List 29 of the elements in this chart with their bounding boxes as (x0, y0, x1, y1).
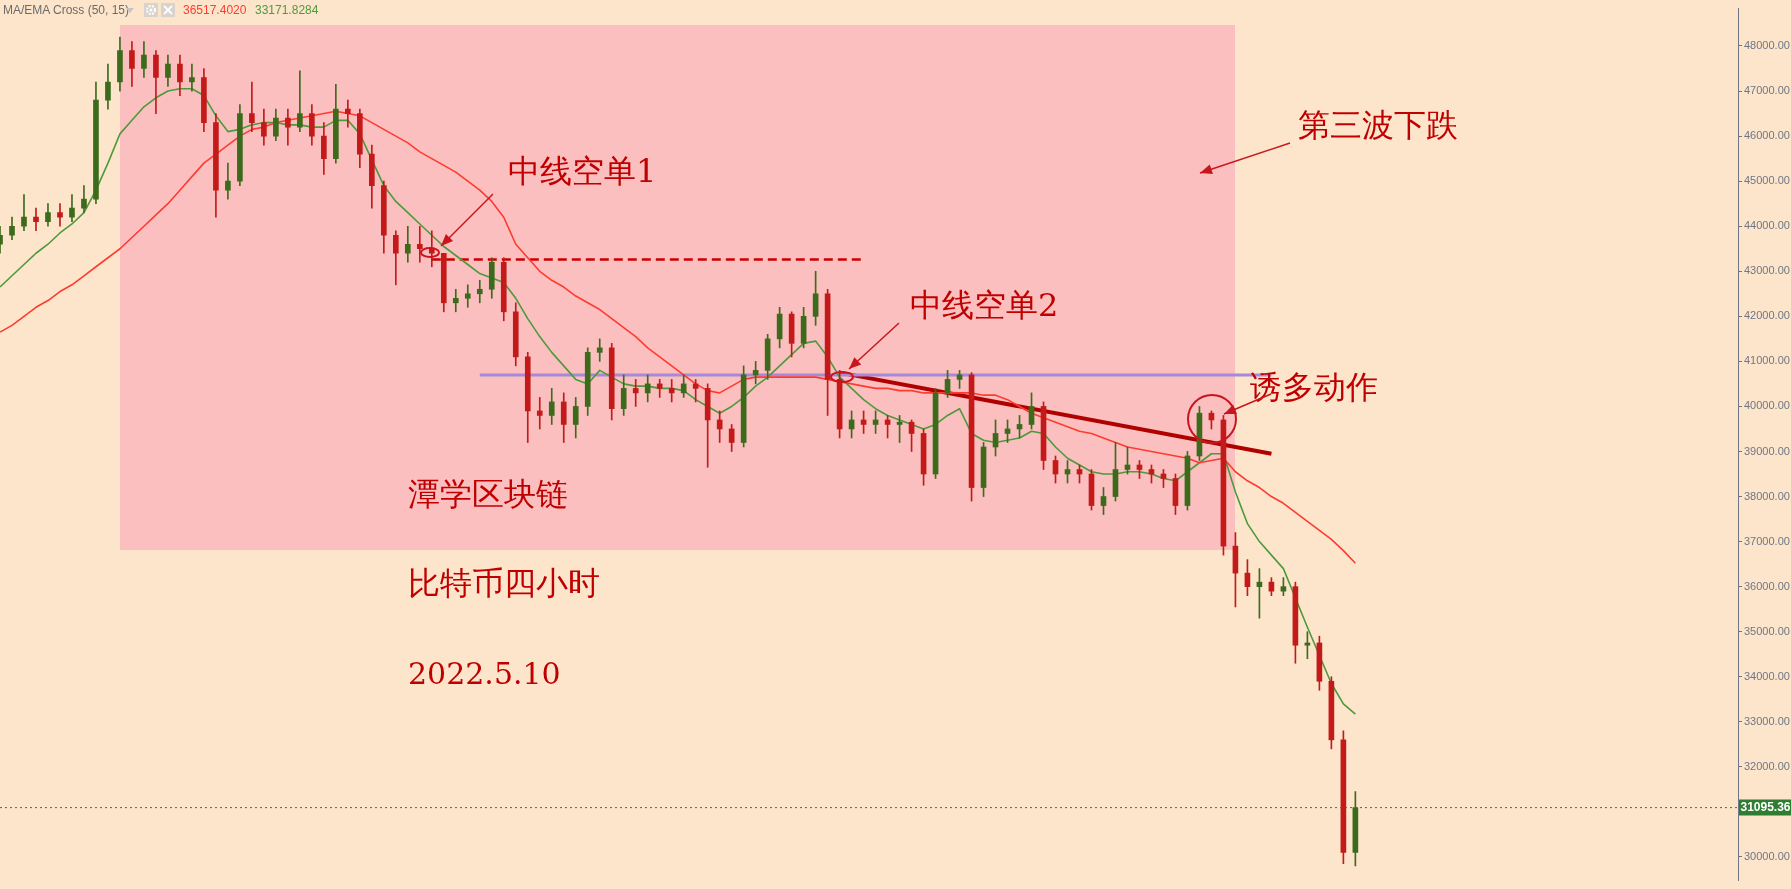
annotation: 2022.5.10 (408, 655, 561, 691)
y-tick-label: 30000.00 (1744, 850, 1790, 862)
annotation: 中线空单1 (508, 152, 657, 191)
y-tick-label: 48000.00 (1744, 39, 1790, 52)
annotation: 第三波下跌 (1298, 106, 1458, 145)
y-tick-label: 40000.00 (1744, 399, 1790, 412)
y-tick-label: 34000.00 (1744, 669, 1790, 682)
y-tick-label: 37000.00 (1744, 534, 1790, 547)
y-tick-label: 42000.00 (1744, 309, 1790, 322)
annotation: 36517.4020 (183, 3, 247, 18)
annotation: 诱多动作 (1250, 368, 1378, 407)
y-tick-label: 38000.00 (1744, 489, 1790, 502)
y-tick-label: 45000.00 (1744, 174, 1790, 187)
y-tick-label: 44000.00 (1744, 219, 1790, 232)
chart-title: MA/EMA Cross (50, 15) (3, 3, 130, 18)
y-tick-label: 32000.00 (1744, 759, 1790, 772)
y-tick-label: 43000.00 (1744, 264, 1790, 277)
annotation: 潭学区块链 (408, 475, 568, 514)
annotation: 33171.8284 (255, 3, 319, 18)
y-tick-label: 41000.00 (1744, 354, 1790, 367)
y-tick-label: 33000.00 (1744, 714, 1790, 727)
y-tick-label: 36000.00 (1744, 579, 1790, 592)
y-tick-label: 39000.00 (1744, 444, 1790, 457)
y-tick-label: 35000.00 (1744, 624, 1790, 637)
annotation: 比特币四小时 (408, 564, 600, 603)
y-tick-label: 47000.00 (1744, 84, 1790, 97)
y-tick-label: 46000.00 (1744, 129, 1790, 142)
ref-line-label: 31095.36 (1740, 799, 1791, 814)
annotation: 中线空单2 (910, 286, 1059, 325)
